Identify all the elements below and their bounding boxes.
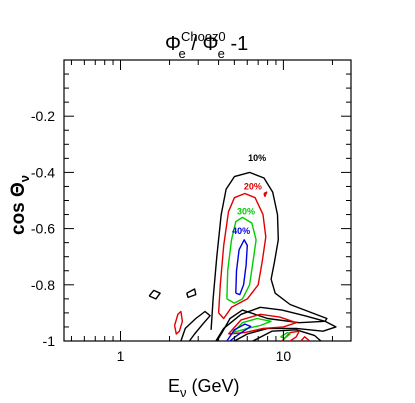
contour-line-10pct-5 (148, 289, 161, 300)
plot-frame (63, 59, 352, 342)
y-tick-label: -0.4 (31, 164, 55, 180)
contour-line-10pct-4 (252, 329, 322, 342)
contour-line-30pct-2 (280, 331, 291, 339)
contour-level-label: 20% (244, 181, 262, 191)
contour-line-20pct-3 (281, 330, 300, 342)
x-axis-label: Eν (GeV) (168, 376, 240, 400)
contour-line-10pct-2 (180, 310, 211, 342)
contour-line-20pct-4 (300, 336, 311, 342)
contour-line-10pct-3 (215, 306, 337, 342)
axis-ticks: 1 10 -0.2 -0.4 -0.6 -0.8 -1 (31, 60, 351, 364)
contour-line-10pct-1 (186, 288, 197, 299)
y-tick-label: -0.2 (31, 108, 55, 124)
x-tick-label: 1 (117, 348, 125, 364)
y-tick-label: -0.8 (31, 277, 55, 293)
contour-line-20pct-5 (263, 191, 268, 197)
x-tick-label: 10 (276, 348, 292, 364)
contour-line-20pct-0 (217, 192, 267, 320)
y-tick-label: -0.6 (31, 221, 55, 237)
contour-line-30pct-0 (226, 216, 257, 304)
contour-line-40pct-0 (235, 239, 248, 296)
y-axis-label: cos Θν (8, 175, 32, 235)
contour-line-10pct-0 (210, 171, 328, 342)
y-tick-label: -1 (43, 333, 56, 349)
contour-level-label: 40% (232, 226, 250, 236)
contour-line-20pct-1 (173, 310, 184, 335)
contour-lines: 10% 20% 30% 40% (148, 153, 337, 342)
plot-area (63, 59, 352, 342)
contour-level-label: 10% (248, 153, 266, 163)
contour-level-label: 30% (237, 207, 255, 217)
contour-line-20pct-2 (227, 313, 297, 335)
contour-line-40pct-1 (226, 323, 252, 342)
chart-title: ΦChooz e / Φ0 e -1 (165, 29, 248, 61)
